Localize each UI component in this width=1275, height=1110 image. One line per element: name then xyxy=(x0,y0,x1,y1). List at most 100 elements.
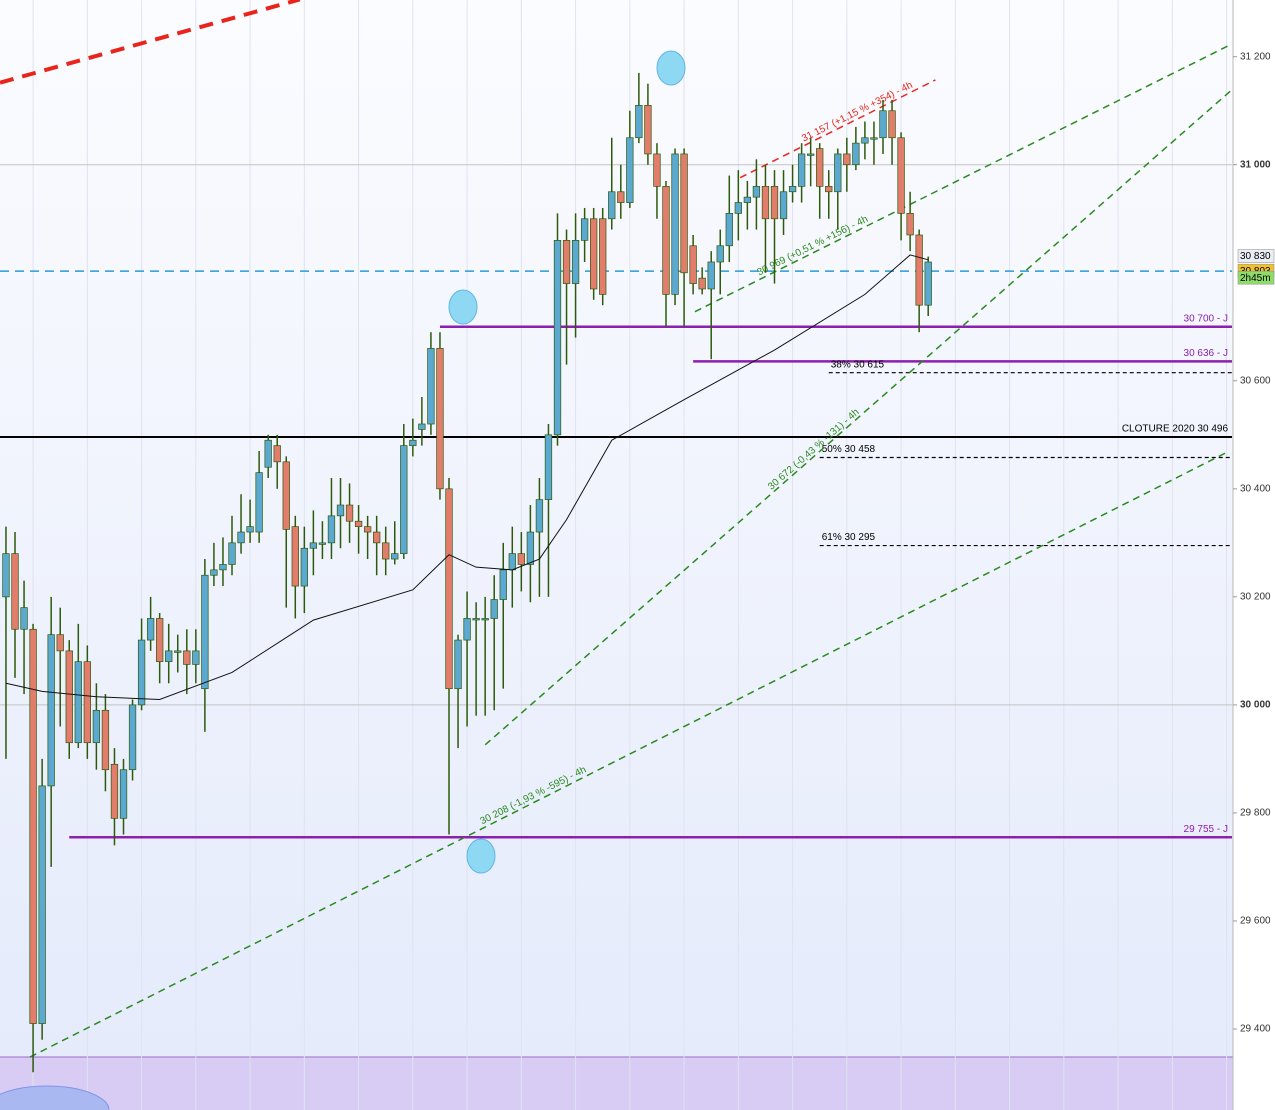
candle-body xyxy=(237,531,245,544)
candle-body xyxy=(743,196,752,203)
candle-body xyxy=(752,186,761,198)
candle-body xyxy=(788,186,797,193)
candle-body xyxy=(264,439,272,468)
candle-body xyxy=(38,785,46,1024)
candle-body xyxy=(599,218,607,295)
candle-body xyxy=(219,564,227,571)
candle-body xyxy=(183,650,191,665)
trendline xyxy=(0,0,301,85)
candle-body xyxy=(427,348,435,425)
axis-background xyxy=(1233,0,1275,1110)
candle-body xyxy=(65,650,73,744)
plot-background xyxy=(0,0,1233,1110)
candle-body xyxy=(210,569,218,576)
price-tag xyxy=(1237,249,1275,263)
trendline xyxy=(694,44,1231,313)
candle-body xyxy=(906,213,914,236)
candle-body xyxy=(770,186,779,220)
level-label: 30 700 - J xyxy=(1184,313,1228,324)
candle-body xyxy=(409,439,417,446)
candle-body xyxy=(580,218,589,241)
candle-body xyxy=(716,245,724,263)
candle-body xyxy=(436,348,444,490)
candle-body xyxy=(56,634,64,652)
candle-body xyxy=(562,240,571,284)
candle-body xyxy=(418,423,426,430)
marker xyxy=(656,50,686,86)
candle-body xyxy=(852,142,860,166)
trendline xyxy=(29,450,1229,1058)
marker xyxy=(466,838,496,874)
candle-body xyxy=(20,607,28,630)
price-tag xyxy=(1237,270,1275,285)
candle-body xyxy=(47,634,55,787)
candle-body xyxy=(816,148,824,187)
candle-body xyxy=(635,104,643,139)
trendline xyxy=(484,89,1233,746)
y-tick-label: 29 400 xyxy=(1240,1024,1271,1035)
candle-body xyxy=(2,553,10,598)
candle-body xyxy=(445,488,453,690)
y-tick-label: 30 600 xyxy=(1240,375,1271,386)
candle-body xyxy=(363,526,372,533)
candle-body xyxy=(734,202,742,214)
candle-body xyxy=(834,153,842,193)
candle-body xyxy=(400,445,408,554)
candle-body xyxy=(291,526,299,587)
candle-body xyxy=(870,137,878,140)
candle-body xyxy=(174,650,182,653)
candle-body xyxy=(915,234,923,306)
candle-body xyxy=(553,240,562,436)
candle-body xyxy=(11,553,19,630)
marker xyxy=(448,289,478,325)
candle-body xyxy=(499,569,507,600)
level-label: 61% 30 295 xyxy=(822,532,876,543)
candle-body xyxy=(590,218,598,290)
candle-body xyxy=(689,245,697,284)
y-tick-label: 29 800 xyxy=(1240,808,1271,819)
candle-body xyxy=(382,542,390,560)
candle-body xyxy=(282,461,290,530)
price-tag-label: 30 830 xyxy=(1240,251,1271,262)
candle-body xyxy=(309,542,318,549)
level-label: 30 636 - J xyxy=(1184,348,1228,359)
candle-body xyxy=(391,553,399,560)
y-tick-label: 31 000 xyxy=(1240,159,1271,170)
candle-body xyxy=(617,191,625,203)
candle-body xyxy=(29,628,37,1024)
candle-body xyxy=(119,769,128,819)
candle-body xyxy=(255,472,263,533)
candle-body xyxy=(454,639,462,690)
candle-body xyxy=(725,213,733,247)
candle-body xyxy=(345,504,354,522)
y-tick-label: 30 200 xyxy=(1240,592,1271,603)
level-label: 38% 30 615 xyxy=(831,359,885,370)
candle-body xyxy=(888,110,896,139)
candle-body xyxy=(879,110,887,139)
candle-body xyxy=(327,515,336,544)
candle-body xyxy=(779,191,788,220)
candle-body xyxy=(671,153,679,295)
candle-body xyxy=(101,709,110,771)
candle-body xyxy=(924,261,932,306)
candle-body xyxy=(526,531,535,565)
candle-body xyxy=(653,153,661,187)
candle-body xyxy=(861,137,869,144)
level-label: 50% 30 458 xyxy=(822,444,876,455)
candle-body xyxy=(92,709,101,744)
candle-body xyxy=(644,104,652,155)
candle-body xyxy=(228,542,236,565)
candle-body xyxy=(110,763,119,819)
y-tick-label: 31 200 xyxy=(1240,51,1271,62)
candle-body xyxy=(463,618,471,641)
candle-body xyxy=(146,618,155,641)
candle-body xyxy=(156,618,164,663)
marker xyxy=(0,1085,110,1110)
candle-body xyxy=(897,137,905,214)
price-tag-label: 2h45m xyxy=(1240,273,1271,284)
grid-layer xyxy=(0,0,1232,1110)
candle-body xyxy=(680,153,688,274)
bottom-band xyxy=(0,1057,1233,1110)
candle-body xyxy=(843,153,851,166)
